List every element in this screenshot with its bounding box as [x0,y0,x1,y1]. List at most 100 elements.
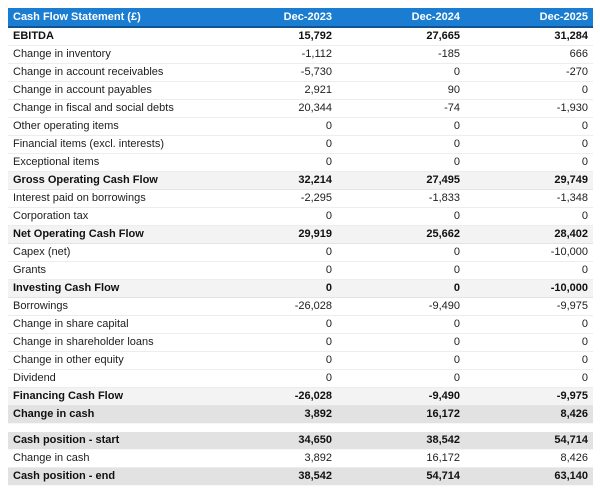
cell-value: 0 [325,210,332,222]
cell-value: 0 [325,156,332,168]
cell-value: 8,426 [560,408,588,420]
cell-value: 0 [581,156,588,168]
cell-value: 16,172 [426,408,460,420]
cell-value: 32,214 [298,174,332,186]
cell-value: -185 [437,48,460,60]
row-label: Gross Operating Cash Flow [13,174,158,186]
table-row: Dividend 0 0 0 [8,369,593,388]
row-label: Financing Cash Flow [13,390,124,402]
table-row: Other operating items 0 0 0 [8,117,593,136]
cell-value: 28,402 [554,228,588,240]
cell-value: 0 [325,372,332,384]
cell-value: -9,975 [556,390,588,402]
cell-value: 54,714 [426,470,460,482]
table-row: Change in account payables 2,921 90 0 [8,81,593,100]
cell-value: 0 [581,210,588,222]
cell-value: 2,921 [304,84,332,96]
cell-value: 8,426 [560,452,588,464]
cash-position-table-body: Cash position - start 34,650 38,542 54,714 C… [8,432,593,486]
cell-value: 34,650 [298,434,332,446]
table-row: Interest paid on borrowings -2,295 -1,833 -… [8,189,593,208]
cell-value: 15,792 [298,30,332,42]
cell-value: 0 [453,354,460,366]
table-row: Investing Cash Flow 0 0 -10,000 [8,279,593,298]
cell-value: 31,284 [554,30,588,42]
cell-value: -9,490 [428,300,460,312]
cell-value: 0 [581,138,588,150]
cell-value: 0 [453,336,460,348]
row-label: Change in account payables [13,84,152,96]
cell-value: 90 [447,84,460,96]
cell-value: 0 [581,354,588,366]
cell-value: -5,730 [300,66,332,78]
cell-value: 3,892 [304,452,332,464]
cell-value: -26,028 [294,390,332,402]
cell-value: 0 [453,264,460,276]
table-row: Corporation tax 0 0 0 [8,207,593,226]
cell-value: 0 [325,120,332,132]
row-label: Grants [13,264,47,276]
column-header-dec-2023: Dec-2023 [209,8,337,28]
row-label: Exceptional items [13,156,100,168]
table-row: Change in fiscal and social debts 20,344 -… [8,99,593,118]
table-row: Financing Cash Flow -26,028 -9,490 -9,975 [8,387,593,406]
row-label: Change in account receivables [13,66,164,78]
cell-value: 666 [569,48,588,60]
cell-value: 0 [453,66,460,78]
table-row: Gross Operating Cash Flow 32,214 27,495 29,… [8,171,593,190]
row-label: Corporation tax [13,210,89,222]
table-row: Change in shareholder loans 0 0 0 [8,333,593,352]
cell-value: 0 [581,264,588,276]
cell-value: 0 [453,372,460,384]
cell-value: -9,975 [556,300,588,312]
row-label: Change in inventory [13,48,111,60]
table-row: Change in account receivables -5,730 0 -270 [8,63,593,82]
cell-value: 20,344 [298,102,332,114]
table-header-row: Cash Flow Statement (£) Dec-2023 Dec-202… [8,8,593,28]
cell-value: 3,892 [304,408,332,420]
cell-value: 0 [453,246,460,258]
row-label: Change in share capital [13,318,129,330]
cell-value: 29,919 [298,228,332,240]
row-label: Borrowings [13,300,69,312]
table-row: Change in inventory -1,112 -185 666 [8,45,593,64]
row-label: EBITDA [13,30,54,42]
cell-value: -1,348 [556,192,588,204]
cell-value: 27,665 [426,30,460,42]
cell-value: 0 [325,354,332,366]
cash-position-table: Cash position - start 34,650 38,542 54,714 C… [8,432,593,486]
cell-value: -10,000 [550,282,588,294]
column-header-dec-2024: Dec-2024 [337,8,465,28]
row-label: Change in cash [13,408,95,420]
cell-value: 16,172 [426,452,460,464]
cell-value: -74 [444,102,460,114]
table-row: Change in cash 3,892 16,172 8,426 [8,405,593,424]
table-row: Capex (net) 0 0 -10,000 [8,243,593,262]
cell-value: 0 [453,282,460,294]
cell-value: 0 [453,120,460,132]
cell-value: 54,714 [554,434,588,446]
row-label: Cash position - start [13,434,120,446]
cell-value: 63,140 [554,470,588,482]
table-row: Change in cash 3,892 16,172 8,426 [8,449,593,468]
cell-value: 0 [325,264,332,276]
row-label: Change in other equity [13,354,124,366]
row-label: Net Operating Cash Flow [13,228,144,240]
cell-value: -2,295 [300,192,332,204]
cell-value: 0 [325,336,332,348]
cell-value: 0 [581,84,588,96]
row-label: Change in fiscal and social debts [13,102,174,114]
table-row: Cash position - end 38,542 54,714 63,140 [8,467,593,486]
cell-value: 38,542 [426,434,460,446]
row-label: Dividend [13,372,56,384]
row-label: Other operating items [13,120,119,132]
cell-value: -10,000 [550,246,588,258]
cell-value: 0 [453,318,460,330]
main-table-body: EBITDA 15,792 27,665 31,284 Change in invent… [8,27,593,424]
table-row: Change in other equity 0 0 0 [8,351,593,370]
table-row: Borrowings -26,028 -9,490 -9,975 [8,297,593,316]
cell-value: 0 [581,336,588,348]
row-label: Investing Cash Flow [13,282,120,294]
cell-value: -1,930 [556,102,588,114]
